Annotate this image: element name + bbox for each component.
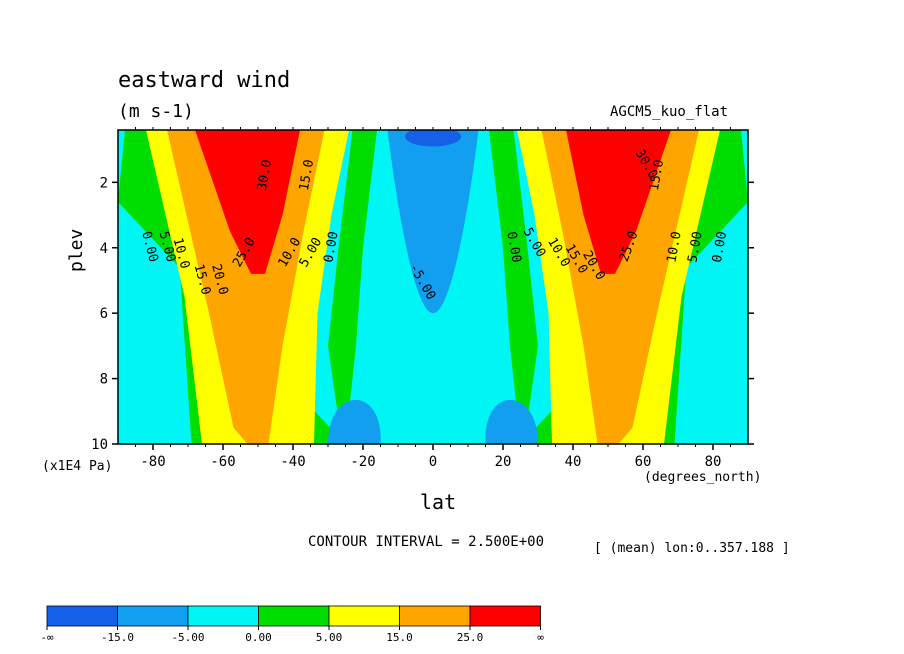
contour-label: 5.00 xyxy=(685,230,705,263)
contour-label: 30.0 xyxy=(255,158,275,191)
x-tick-label: 20 xyxy=(495,454,512,470)
colorbar-label: -15.0 xyxy=(101,631,134,644)
colorbar-swatch xyxy=(258,605,330,627)
colorbar-swatch xyxy=(469,605,541,627)
contour-interval: CONTOUR INTERVAL = 2.500E+00 xyxy=(308,534,545,550)
contour-label: 10.0 xyxy=(664,230,684,263)
x-axis-unit: (degrees_north) xyxy=(644,470,762,485)
x-tick-label: -80 xyxy=(140,454,165,470)
equatorial-easterly xyxy=(387,130,479,314)
x-tick-label: 0 xyxy=(429,454,437,470)
x-axis-label: lat xyxy=(420,490,457,514)
north-jet-band-2 xyxy=(541,130,699,444)
filled-contours xyxy=(118,130,748,444)
south-jet-band-3 xyxy=(195,130,300,274)
easterly-north-low xyxy=(485,399,538,444)
model-label: AGCM5_kuo_flat xyxy=(610,104,729,120)
colorbar-swatch xyxy=(117,605,189,627)
contour-label: 0.00 xyxy=(321,230,341,263)
x-tick-label: 60 xyxy=(635,454,652,470)
colorbar: -∞ -15.0 -5.00 0.00 5.00 15.0 25.0 ∞ xyxy=(40,605,544,644)
y-tick-label: 6 xyxy=(100,306,108,322)
contour-label: 0.00 xyxy=(710,230,730,263)
chart-units: (m s-1) xyxy=(118,101,194,122)
colorbar-label: 15.0 xyxy=(386,631,413,644)
colorbar-label: -∞ xyxy=(40,631,54,644)
x-tick-label: 40 xyxy=(565,454,582,470)
y-tick-label: 2 xyxy=(100,175,108,191)
colorbar-label: -5.00 xyxy=(171,631,204,644)
axes: -80 -60 -40 -20 0 20 40 60 80 2 4 6 8 10 xyxy=(91,127,754,470)
colorbar-swatch xyxy=(328,605,400,627)
x-tick-label: 80 xyxy=(705,454,722,470)
x-tick-label: -20 xyxy=(350,454,375,470)
colorbar-label: ∞ xyxy=(537,631,544,644)
strong-easterly-top xyxy=(405,130,461,147)
colorbar-label: 5.00 xyxy=(316,631,343,644)
y-axis-unit: (x1E4 Pa) xyxy=(42,459,113,474)
y-tick-label: 8 xyxy=(100,372,108,388)
contour-label: 0.00 xyxy=(503,230,523,263)
mean-note: [ (mean) lon:0..357.188 ] xyxy=(594,541,790,556)
y-tick-label: 10 xyxy=(91,437,108,453)
easterly-south-low xyxy=(328,399,381,444)
colorbar-swatch xyxy=(399,605,471,627)
y-tick-label: 4 xyxy=(100,241,108,257)
x-tick-label: -60 xyxy=(210,454,235,470)
south-jet-band-2 xyxy=(167,130,325,444)
chart-title: eastward wind xyxy=(118,68,291,93)
contour-label: 15.0 xyxy=(297,158,317,191)
colorbar-label: 0.00 xyxy=(245,631,272,644)
colorbar-swatch xyxy=(187,605,259,627)
colorbar-swatch xyxy=(46,605,118,627)
colorbar-label: 25.0 xyxy=(457,631,484,644)
x-tick-label: -40 xyxy=(280,454,305,470)
contour-label: 15.0 xyxy=(647,158,667,191)
north-jet-band-3 xyxy=(566,130,671,274)
